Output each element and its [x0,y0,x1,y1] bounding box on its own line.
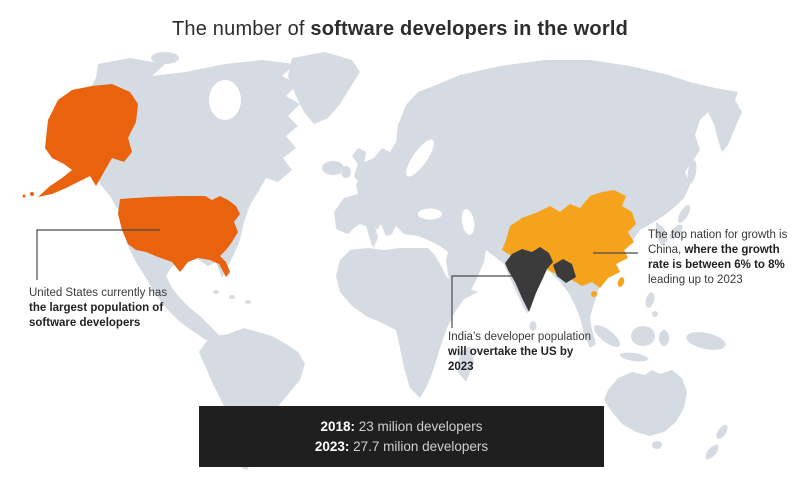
alaska-region [38,84,138,197]
hainan [591,291,597,297]
us-leader-line [36,229,160,280]
page-title: The number of software developers in the… [0,18,800,41]
stats-text-2023: 27.7 milion developers [349,439,489,454]
australia [604,370,687,436]
china-annotation: The top nation for growth is China, wher… [648,228,796,288]
africa [336,248,478,398]
sakhalin-island [687,160,697,184]
aleutian-island [30,192,34,196]
india-annotation-normal: India’s developer population [448,331,592,343]
stats-year-2018: 2018: [320,419,355,434]
aleutian-island [22,194,26,198]
stats-line-2018: 2018: 23 milion developers [320,419,482,434]
caribbean-island [229,295,235,299]
united-states-region [118,196,240,277]
india-northeast-region [553,259,576,283]
black-sea [418,208,442,220]
taiwan [617,277,625,287]
india-annotation: India’s developer population will overta… [448,330,598,375]
borneo [631,326,655,346]
eurasia [334,60,742,348]
greenland [288,52,360,124]
stats-text-2018: 23 milion developers [354,419,483,434]
caribbean-island [245,300,251,304]
us-annotation-bold: the largest population of software devel… [29,302,164,329]
philippines-south [652,311,658,317]
philippines [645,292,655,308]
korea [656,222,668,246]
caribbean-island [213,290,219,294]
title-normal-text: The number of [171,18,311,40]
new-guinea [686,332,726,350]
sulawesi [659,330,669,346]
sumatra [593,325,621,347]
japan-honshu [677,205,691,223]
china-annotation-bold: where the growth rate is between 6% to 8… [648,244,785,271]
title-bold-text: software developers in the world [310,18,629,40]
india-region [505,247,553,312]
sri-lanka [529,321,537,331]
south-america [199,328,305,470]
tasmania [652,441,662,449]
baffin-island [258,67,278,97]
china-annotation-end: leading up to 2023 [648,274,743,286]
stats-box: 2018: 23 milion developers 2023: 27.7 mi… [199,406,604,467]
hudson-bay [209,80,241,120]
new-zealand-south [705,444,719,460]
us-annotation-normal: United States currently has [29,287,168,299]
caspian-sea [461,209,475,235]
madagascar [458,346,474,382]
india-annotation-bold: will overtake the US by 2023 [448,346,574,373]
arctic-island [151,52,179,64]
ireland [341,166,351,178]
baltic-sea [406,139,434,177]
china-annotation-start: The top nation for growth is China, [648,229,788,256]
us-annotation: United States currently has the largest … [29,286,179,331]
stats-line-2023: 2023: 27.7 milion developers [315,439,488,454]
new-zealand-north [716,425,728,439]
iceland [322,161,344,175]
india-leader-line [451,275,512,328]
stats-year-2023: 2023: [314,439,350,454]
japan-kyushu [669,224,683,240]
java [620,352,648,362]
